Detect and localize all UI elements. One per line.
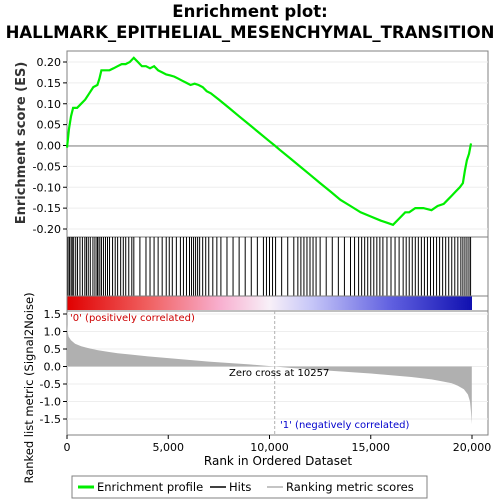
es-ytick-label: -0.10 bbox=[33, 181, 61, 194]
es-ytick-label: 0.10 bbox=[37, 98, 62, 111]
metric-area bbox=[67, 324, 472, 425]
es-ytick-label: 0.05 bbox=[37, 119, 62, 132]
negatively-correlated-label: '1' (negatively correlated) bbox=[280, 420, 409, 431]
hits-panel-frame bbox=[66, 236, 489, 297]
metric-y-axis-label: Ranked list metric (Signal2Noise) bbox=[22, 292, 36, 483]
positively-correlated-label: '0' (positively correlated) bbox=[70, 313, 195, 324]
metric-ytick-label: 0.5 bbox=[44, 343, 62, 356]
es-ytick-label: 0.20 bbox=[37, 56, 62, 69]
metric-ytick-label: -0.5 bbox=[40, 378, 61, 391]
metric-ytick-label: 1.5 bbox=[44, 308, 62, 321]
x-ticks: 0 5,000 10,000 15,000 20,000 bbox=[64, 435, 492, 454]
es-ytick-label: -0.05 bbox=[33, 160, 61, 173]
es-ytick-label: -0.15 bbox=[33, 202, 61, 215]
rank-color-bar bbox=[67, 296, 472, 310]
es-ytick-label: 0.00 bbox=[37, 140, 62, 153]
legend: Enrichment profile Hits Ranking metric s… bbox=[71, 475, 428, 499]
es-y-axis-label: Enrichment score (ES) bbox=[14, 62, 29, 225]
metric-ytick-label: 0.0 bbox=[44, 361, 62, 374]
zero-cross-label: Zero cross at 10257 bbox=[229, 368, 329, 379]
x-axis-label: Rank in Ordered Dataset bbox=[204, 454, 352, 468]
x-tick-label: 15,000 bbox=[352, 441, 391, 454]
es-ytick-label: -0.20 bbox=[33, 223, 61, 236]
legend-enrichment-label: Enrichment profile bbox=[97, 480, 203, 494]
legend-hits-label: Hits bbox=[229, 480, 251, 494]
metric-y-ticks: 1.5 1.0 0.5 0.0 -0.5 -1.0 -1.5 bbox=[40, 308, 67, 426]
x-tick-label: 10,000 bbox=[250, 441, 289, 454]
chart-title-line1: Enrichment plot: bbox=[172, 2, 327, 21]
metric-ytick-label: -1.0 bbox=[40, 396, 61, 409]
hits-lines bbox=[67, 237, 472, 296]
es-ytick-label: 0.15 bbox=[37, 77, 62, 90]
es-series-line bbox=[65, 56, 473, 227]
es-panel-frame bbox=[66, 50, 489, 238]
x-tick-label: 5,000 bbox=[153, 441, 185, 454]
chart-title-line2: HALLMARK_EPITHELIAL_MESENCHYMAL_TRANSITI… bbox=[6, 23, 495, 42]
es-y-ticks: 0.20 0.15 0.10 0.05 0.00 -0.05 -0.10 -0.15 -0.20 bbox=[33, 56, 67, 236]
x-tick-label: 0 bbox=[64, 441, 71, 454]
legend-metric-label: Ranking metric scores bbox=[286, 480, 414, 494]
legend-box bbox=[71, 475, 428, 499]
metric-ytick-label: 1.0 bbox=[44, 326, 62, 339]
metric-ytick-label: -1.5 bbox=[40, 413, 61, 426]
x-tick-label: 20,000 bbox=[453, 441, 492, 454]
